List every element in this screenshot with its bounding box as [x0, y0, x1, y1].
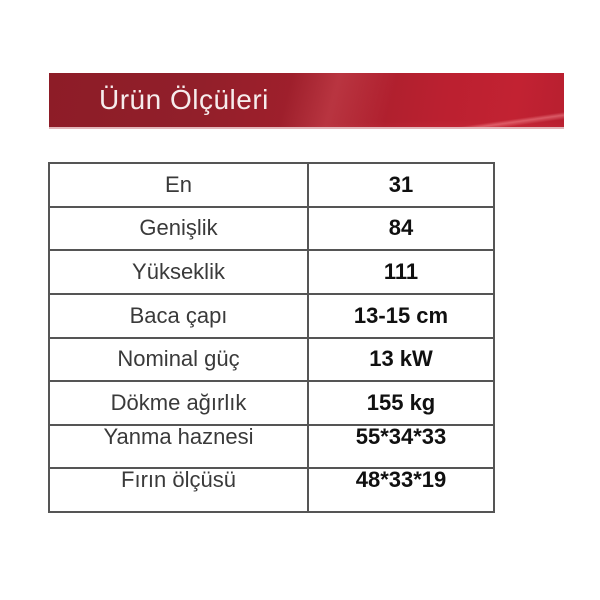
spec-value-cell: 31: [307, 162, 495, 208]
spec-value: 48*33*19: [355, 467, 447, 493]
spec-label: Genişlik: [139, 215, 218, 241]
spec-value-cell: 111: [307, 249, 495, 295]
spec-label: En: [165, 171, 192, 197]
spec-value-cell: 48*33*19: [307, 467, 495, 513]
spec-label-cell: Fırın ölçüsü: [48, 467, 309, 513]
table-row: Fırın ölçüsü 48*33*19: [48, 467, 495, 513]
spec-label-cell: En: [48, 162, 309, 208]
spec-value: 31: [388, 171, 414, 197]
spec-label-cell: Genişlik: [48, 205, 309, 252]
spec-value: 155 kg: [366, 389, 436, 415]
product-dimensions-banner: Ürün Ölçüleri: [49, 73, 564, 129]
spec-value-cell: 84: [307, 205, 495, 252]
spec-value-cell: 13 kW: [307, 336, 495, 383]
table-row: Dökme ağırlık 155 kg: [48, 380, 495, 426]
spec-label: Yükseklik: [132, 259, 225, 285]
spec-label: Dökme ağırlık: [110, 389, 247, 415]
spec-value: 84: [388, 215, 414, 241]
spec-label: Fırın ölçüsü: [121, 467, 236, 493]
spec-value: 13 kW: [369, 346, 433, 372]
spec-value-cell: 13-15 cm: [307, 292, 495, 339]
spec-label-cell: Dökme ağırlık: [48, 380, 309, 426]
spec-label-cell: Baca çapı: [48, 292, 309, 339]
table-row: En 31: [48, 162, 495, 208]
spec-label: Yanma haznesi: [103, 423, 254, 449]
spec-label-cell: Nominal güç: [48, 336, 309, 383]
spec-value-cell: 55*34*33: [307, 423, 495, 470]
spec-label: Nominal güç: [117, 346, 240, 372]
spec-value: 55*34*33: [355, 423, 447, 449]
spec-label: Baca çapı: [129, 302, 228, 328]
page-title: Ürün Ölçüleri: [99, 84, 269, 115]
spec-value: 13-15 cm: [353, 302, 449, 328]
table-row: Genişlik 84: [48, 205, 495, 252]
table-row: Baca çapı 13-15 cm: [48, 292, 495, 339]
table-row: Yükseklik 111: [48, 249, 495, 295]
spec-value: 111: [383, 259, 419, 285]
spec-label-cell: Yanma haznesi: [48, 423, 309, 470]
spec-value-cell: 155 kg: [307, 380, 495, 426]
spec-label-cell: Yükseklik: [48, 249, 309, 295]
table-row: Nominal güç 13 kW: [48, 336, 495, 383]
product-dimensions-table: En 31 Genişlik 84 Yükseklik 111 Baca çap…: [48, 162, 495, 513]
table-row: Yanma haznesi 55*34*33: [48, 423, 495, 470]
